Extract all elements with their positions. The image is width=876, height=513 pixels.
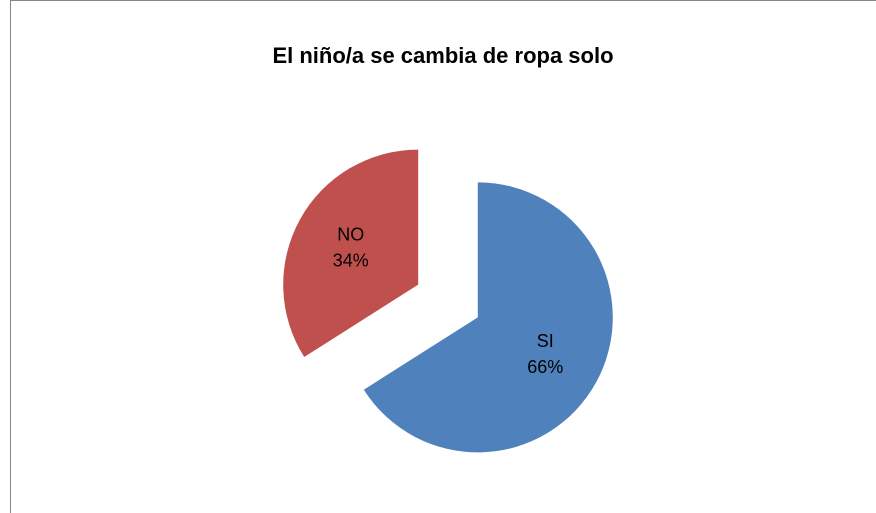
pie-slice	[363, 182, 613, 453]
slice-category-label: NO	[337, 224, 364, 244]
slice-value-label: 66%	[527, 357, 563, 377]
slice-category-label: SI	[537, 331, 554, 351]
chart-title: El niño/a se cambia de ropa solo	[272, 43, 613, 68]
pie-slice	[283, 149, 419, 357]
slice-value-label: 34%	[333, 250, 369, 270]
